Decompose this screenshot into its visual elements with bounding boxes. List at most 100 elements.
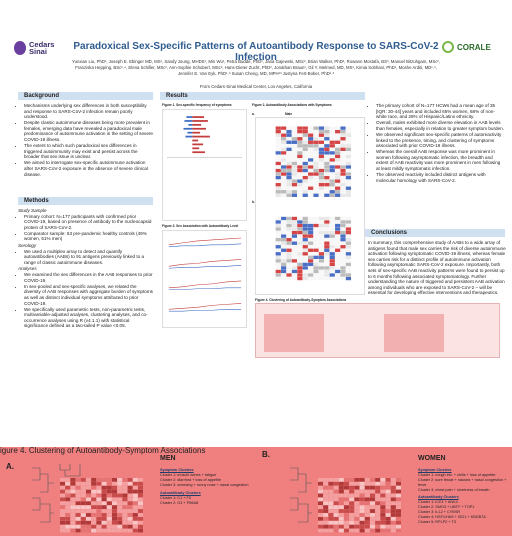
heatmap-cell [308,154,314,159]
heatmap-cell [297,186,303,190]
heatmap-cell [335,144,341,148]
heatmap-cell [345,130,352,134]
heatmap-cell [345,154,352,159]
heatmap-cell [335,175,341,180]
heatmap-cell [313,223,319,228]
heatmap-cell [354,501,360,506]
heatmap-cell [96,481,102,486]
heatmap-cell [335,273,341,277]
heatmap-cell [75,517,81,521]
heatmap-cell [313,241,319,245]
heatmap-cell [345,259,352,263]
heatmap-cell [302,161,308,166]
heatmap-cell [345,158,352,162]
heatmap-cell [112,505,117,509]
heatmap-cell [80,489,86,494]
heatmap-cell [275,179,281,183]
heatmap-cell [286,245,292,249]
heatmap-cell [302,190,308,194]
heatmap-cell [297,144,303,148]
heatmap-cell [324,276,330,281]
heatmap-cell [275,183,281,187]
heatmap-cell [286,168,292,173]
heatmap-cell [302,179,308,183]
heatmap-cell [370,528,375,533]
heatmap-cell [335,158,341,162]
heatmap-cell [340,126,346,130]
heatmap-cell [96,478,102,482]
heatmap-cell [286,269,292,274]
heatmap-cell [127,528,133,533]
heatmap-cell [275,175,281,180]
heatmap-cell [359,524,365,529]
heatmap-cell [313,216,319,221]
heatmap-cell [308,252,314,256]
heatmap-cell [286,130,292,134]
heatmap-cell [308,172,314,176]
heatmap-cell [65,497,71,502]
heatmap-cell [318,269,325,274]
heatmap-cell [101,481,107,486]
heatmap-cell [302,168,308,173]
heatmap-cell [122,489,128,494]
heatmap-cell [364,517,370,521]
heatmap-cell [333,509,339,513]
heatmap-cell [313,161,319,166]
heatmap-cell [308,262,314,267]
heatmap-cell [122,481,128,486]
heatmap-cell [308,216,314,221]
bullet: The primary cohort of N=177 HCWs had a m… [376,103,505,120]
heatmap-cell [75,497,81,502]
bullet: We aimed to interrogate sex-specific aut… [24,160,153,177]
heatmap-cell [313,183,319,187]
heatmap-cell [396,505,401,509]
heatmap-cell [323,528,329,533]
heatmap-cell [396,501,401,506]
heatmap-cell [335,161,341,166]
heatmap-cell [112,493,117,498]
heatmap-cell [313,234,319,238]
heatmap-cell [345,133,352,137]
heatmap-cell [80,517,86,521]
heatmap-cell [302,255,308,260]
heatmap-cell [324,273,330,277]
heatmap-cell [338,493,344,498]
heatmap-cell [302,151,308,155]
heatmap-cell [313,262,319,267]
heatmap-cell [281,227,287,231]
heatmap-cell [106,505,112,509]
heatmap-cell [80,493,86,498]
heatmap-cell [80,520,86,525]
heatmap-cell [91,489,97,494]
heatmap-cell [80,485,86,490]
heatmap-cell [313,193,319,197]
heatmap-cell [70,493,76,498]
heatmap-cell [345,179,352,183]
heatmap-cell [281,183,287,187]
heatmap-cell [297,161,303,166]
heatmap-cell [318,220,325,224]
heatmap-cell [328,520,334,525]
heatmap-cell [390,497,396,502]
heatmap-cell [281,248,287,252]
heatmap-cell [297,276,303,281]
heatmap-cell [127,497,133,502]
heatmap-cell [313,133,319,137]
fig1-caption: Figure 1. Sex-specific frequency of symp… [162,103,232,107]
heatmap-cell [75,501,81,506]
heatmap-cell [313,248,319,252]
heatmap-cell [65,517,71,521]
heatmap-cell [335,183,341,187]
heatmap-cell [302,140,308,144]
heatmap-cell [340,276,346,281]
heatmap-cell [297,179,303,183]
heatmap-cell [308,133,314,137]
heatmap-cell [349,481,355,486]
heatmap-cell [281,147,287,152]
heatmap-cell [364,524,370,529]
heatmap-cell [291,266,298,270]
heatmap-cell [101,485,107,490]
heatmap-cell [275,154,281,159]
heatmap-cell [344,513,349,517]
heatmap-cell [281,259,287,263]
